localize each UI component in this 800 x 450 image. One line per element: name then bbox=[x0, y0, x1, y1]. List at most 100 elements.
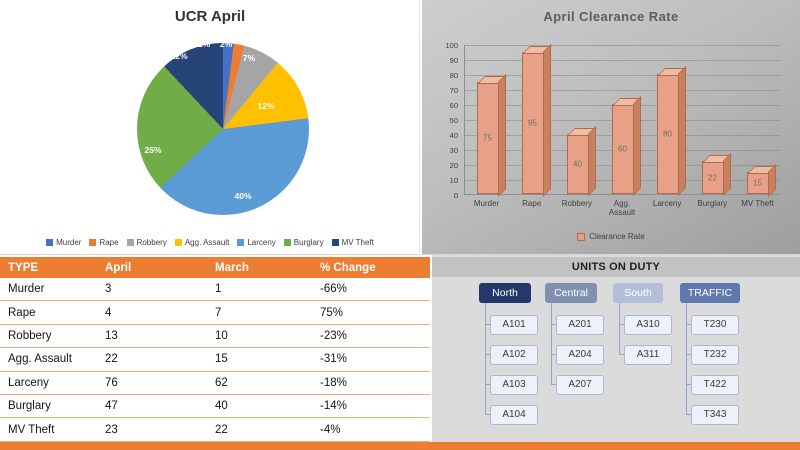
connector-line bbox=[686, 303, 687, 415]
cell-type: Burglary bbox=[8, 400, 51, 413]
gridline bbox=[465, 75, 780, 76]
unit-group-header-traffic: TRAFFIC bbox=[680, 283, 740, 303]
bar-value-label: 22 bbox=[708, 173, 717, 182]
pie-legend-label: Murder bbox=[56, 238, 82, 247]
unit-box-a102: A102 bbox=[485, 345, 538, 365]
bottom-accent-bar bbox=[0, 442, 800, 450]
pie-legend-item-2: Robbery bbox=[126, 238, 167, 247]
unit-group-south: South A310 A311 bbox=[613, 283, 683, 438]
bar-value-label: 15 bbox=[753, 178, 762, 188]
x-category-label: Agg. Assault bbox=[608, 199, 636, 218]
unit-box-t422: T422 bbox=[686, 375, 739, 395]
unit-box-a207: A207 bbox=[551, 375, 604, 395]
unit-group-header-central: Central bbox=[545, 283, 597, 303]
cell-march: 40 bbox=[215, 400, 228, 413]
cell-type: Agg. Assault bbox=[8, 353, 72, 366]
units-on-duty-title: UNITS ON DUTY bbox=[432, 257, 800, 277]
cell-change: -14% bbox=[320, 400, 347, 413]
bar-legend-label: Clearance Rate bbox=[589, 232, 645, 241]
units-on-duty-panel: UNITS ON DUTY North A101 A102 A103 A104 Centr… bbox=[430, 255, 800, 442]
cell-march: 7 bbox=[215, 306, 222, 319]
column-header-april: April bbox=[105, 261, 132, 274]
unit-box-a103: A103 bbox=[485, 375, 538, 395]
bar-legend: Clearance Rate bbox=[422, 232, 800, 241]
pie-legend-label: Burglary bbox=[293, 238, 324, 247]
cell-march: 22 bbox=[215, 423, 228, 436]
cell-april: 4 bbox=[105, 306, 112, 319]
column-header-march: March bbox=[215, 261, 249, 274]
bar-legend-swatch bbox=[577, 232, 586, 241]
bar-value-label: 95 bbox=[528, 118, 537, 128]
bar-slot: 75 bbox=[465, 81, 510, 194]
unit-group-north: North A101 A102 A103 A104 bbox=[479, 283, 549, 438]
pie-slice-label-0: 2% bbox=[197, 39, 211, 49]
cell-type: Murder bbox=[8, 283, 45, 296]
y-tick-label: 100 bbox=[445, 41, 458, 50]
cell-march: 62 bbox=[215, 376, 228, 389]
connector-line bbox=[551, 303, 552, 385]
bar-mv-theft: 15 bbox=[746, 171, 769, 194]
gridline bbox=[465, 90, 780, 91]
ucr-pie-chart bbox=[137, 43, 309, 215]
pie-legend-swatch bbox=[46, 239, 54, 246]
bar-rape: 95 bbox=[521, 51, 544, 194]
gridline bbox=[465, 60, 780, 61]
x-category-label: Rape bbox=[522, 199, 542, 208]
column-header-pct-change: % Change bbox=[320, 261, 376, 274]
cell-april: 3 bbox=[105, 283, 112, 296]
unit-group-traffic: TRAFFIC T230 T232 T422 T343 bbox=[680, 283, 750, 438]
x-category-label: Murder bbox=[473, 199, 500, 208]
unit-box-t230: T230 bbox=[686, 315, 739, 335]
y-tick-label: 60 bbox=[449, 101, 458, 110]
y-tick-label: 0 bbox=[453, 191, 458, 200]
x-category-label: Larceny bbox=[652, 199, 682, 208]
pie-legend-item-1: Rape bbox=[89, 238, 119, 247]
bar-value-label: 40 bbox=[573, 159, 582, 169]
pie-slice-label-6: 12% bbox=[170, 51, 188, 61]
table-row-murder: Murder 3 1 -66% bbox=[0, 278, 430, 302]
pie-chart-title: UCR April bbox=[174, 8, 246, 25]
unit-box-a104: A104 bbox=[485, 405, 538, 425]
bar-burglary: 22 bbox=[701, 161, 724, 194]
bar-value-label: 80 bbox=[663, 129, 672, 139]
y-tick-label: 40 bbox=[449, 131, 458, 140]
y-tick-label: 30 bbox=[449, 146, 458, 155]
y-tick-label: 20 bbox=[449, 161, 458, 170]
cell-march: 1 bbox=[215, 283, 222, 296]
bar-plot-area: 75 95 40 60 80 22 15 bbox=[464, 45, 780, 195]
connector-line bbox=[619, 303, 620, 355]
unit-box-t343: T343 bbox=[686, 405, 739, 425]
connector-line bbox=[485, 303, 486, 415]
cell-change: -66% bbox=[320, 283, 347, 296]
bar-y-axis: 0 10 20 30 40 50 60 70 80 90 100 bbox=[428, 41, 458, 200]
bar-value-label: 75 bbox=[483, 133, 492, 143]
cell-april: 13 bbox=[105, 329, 118, 342]
cell-change: -18% bbox=[320, 376, 347, 389]
unit-box-t232: T232 bbox=[686, 345, 739, 365]
cell-april: 47 bbox=[105, 400, 118, 413]
unit-box-a310: A310 bbox=[619, 315, 672, 335]
pie-legend-swatch bbox=[331, 239, 339, 246]
pie-legend: Murder Rape Robbery Agg. Assault Larceny Burg… bbox=[0, 238, 420, 247]
x-category-label: MV Theft bbox=[741, 199, 774, 208]
pie-legend-label: Larceny bbox=[247, 238, 276, 247]
unit-box-a101: A101 bbox=[485, 315, 538, 335]
bar-robbery: 40 bbox=[566, 134, 589, 194]
crime-stats-table: TYPE April March % Change Murder 3 1 -66… bbox=[0, 255, 430, 442]
unit-group-header-south: South bbox=[613, 283, 663, 303]
y-tick-label: 70 bbox=[449, 86, 458, 95]
unit-box-a201: A201 bbox=[551, 315, 604, 335]
bar-larceny: 80 bbox=[656, 74, 679, 194]
bar-chart-title: April Clearance Rate bbox=[543, 9, 679, 24]
pie-slice-label-1: 2% bbox=[219, 39, 233, 49]
pie-legend-label: MV Theft bbox=[341, 238, 374, 247]
pie-legend-label: Robbery bbox=[136, 238, 167, 247]
cell-change: -4% bbox=[320, 423, 341, 436]
bar-murder: 75 bbox=[476, 81, 499, 194]
cell-type: Robbery bbox=[8, 329, 52, 342]
cell-type: MV Theft bbox=[8, 423, 55, 436]
x-category-label: Burglary bbox=[697, 199, 728, 208]
bar-slot: 80 bbox=[645, 74, 690, 194]
bar-series: 75 95 40 60 80 22 15 bbox=[465, 45, 780, 194]
